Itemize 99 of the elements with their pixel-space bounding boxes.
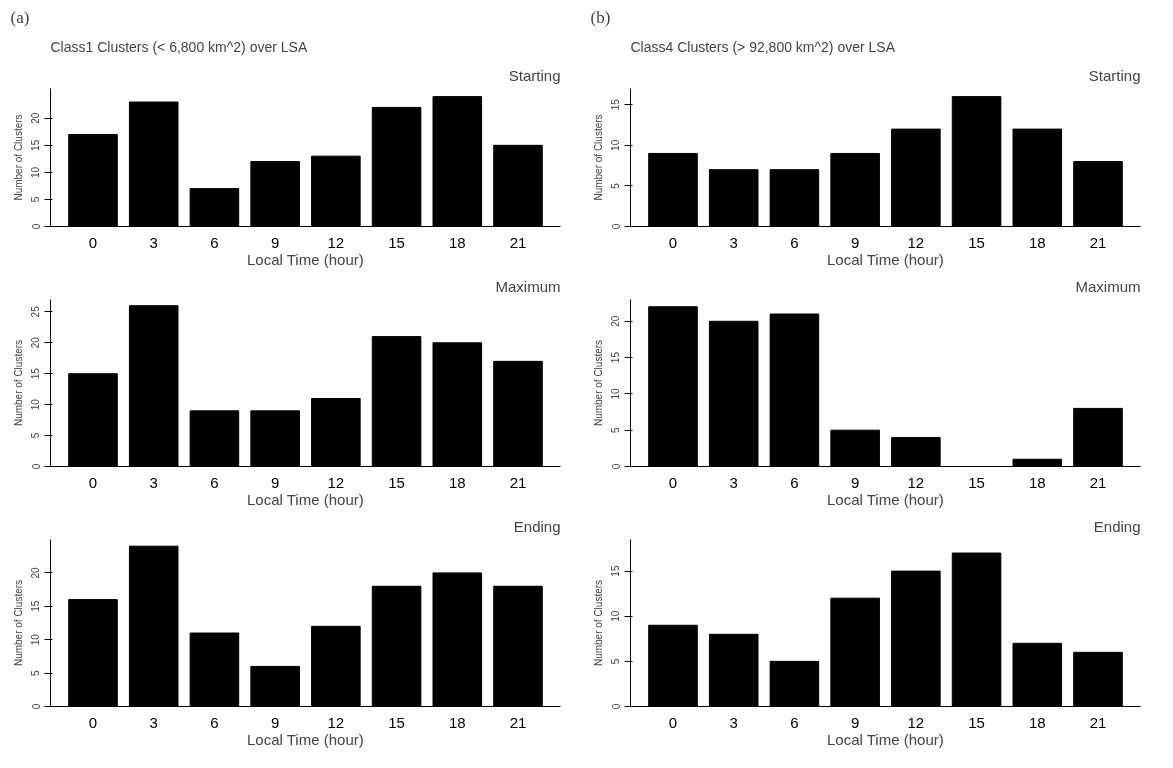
y-tick-label: 20 [30, 336, 42, 349]
x-tick-label: 0 [88, 233, 98, 251]
x-tick-label: 21 [509, 233, 527, 251]
y-tick-label: 15 [610, 565, 622, 577]
y-axis-title: Number of Clusters [12, 339, 24, 427]
chart-subtitle: Class1 Clusters (< 6,800 km^2) over LSA [50, 38, 308, 55]
x-tick-label: 6 [210, 233, 219, 251]
x-tick-label: 15 [968, 713, 985, 731]
y-tick-label: 20 [610, 315, 622, 327]
y-tick-label: 5 [30, 196, 42, 203]
x-tick-label: 15 [388, 713, 405, 731]
x-tick-label: 12 [907, 713, 925, 731]
x-tick-label: 21 [509, 713, 527, 731]
y-tick-label: 5 [30, 432, 42, 439]
y-tick-label: 5 [610, 182, 622, 189]
y-axis-title: Number of Clusters [592, 339, 604, 427]
y-tick-label: 15 [30, 600, 42, 612]
x-axis-title: Local Time (hour) [827, 490, 944, 508]
x-tick-label: 15 [968, 473, 985, 491]
x-tick-label: 15 [388, 473, 405, 491]
x-tick-label: 3 [149, 233, 158, 251]
x-tick-label: 15 [968, 233, 985, 251]
y-axis-title: Number of Clusters [592, 579, 604, 667]
chart-title: (a) [10, 7, 30, 27]
y-tick-label: 0 [30, 463, 42, 470]
text: Starting [508, 66, 561, 84]
x-tick-label: 3 [729, 713, 738, 731]
text: Maximum [1075, 277, 1141, 295]
chart-title: (b) [590, 7, 611, 27]
y-tick-label: 15 [610, 351, 622, 364]
x-axis-title: Local Time (hour) [247, 490, 364, 508]
y-tick-label: 0 [610, 223, 622, 230]
x-tick-label: 12 [327, 473, 345, 491]
x-tick-label: 0 [668, 233, 678, 251]
x-tick-label: 3 [149, 713, 158, 731]
x-tick-label: 18 [1028, 713, 1046, 731]
y-tick-label: 20 [30, 112, 42, 124]
x-tick-label: 0 [668, 473, 678, 491]
x-axis-title: Local Time (hour) [247, 730, 364, 748]
y-tick-label: 0 [610, 703, 622, 710]
y-tick-label: 5 [610, 426, 622, 433]
x-tick-label: 9 [270, 713, 280, 731]
x-tick-label: 12 [327, 233, 345, 251]
y-tick-label: 10 [610, 610, 622, 622]
x-tick-label: 6 [790, 713, 799, 731]
y-axis-title: Number of Clusters [592, 114, 604, 201]
x-tick-label: 9 [850, 713, 860, 731]
y-tick-label: 5 [610, 658, 622, 665]
x-tick-label: 12 [907, 233, 925, 251]
x-tick-label: 18 [1028, 233, 1046, 251]
x-tick-label: 18 [448, 713, 466, 731]
y-tick-label: 10 [30, 633, 42, 646]
y-tick-label: 15 [30, 367, 42, 380]
x-tick-label: 6 [790, 473, 799, 491]
x-tick-label: 12 [327, 713, 345, 731]
y-tick-label: 10 [30, 166, 42, 178]
x-tick-label: 9 [270, 233, 280, 251]
y-tick-label: 25 [30, 305, 42, 318]
x-tick-label: 6 [210, 473, 219, 491]
x-tick-label: 18 [448, 473, 466, 491]
y-tick-label: 10 [30, 398, 42, 411]
x-axis-title: Local Time (hour) [827, 730, 944, 748]
x-axis-title: Local Time (hour) [827, 250, 944, 268]
x-tick-label: 12 [907, 473, 925, 491]
y-tick-label: 10 [610, 139, 622, 151]
y-axis-title: Number of Clusters [12, 579, 24, 667]
text: Ending [513, 517, 561, 535]
x-tick-label: 3 [729, 473, 738, 491]
x-tick-label: 0 [88, 713, 98, 731]
x-axis-title: Local Time (hour) [247, 250, 364, 268]
chart-subtitle: Class4 Clusters (> 92,800 km^2) over LSA [630, 38, 896, 55]
y-tick-label: 0 [30, 223, 42, 230]
y-axis-title: Number of Clusters [12, 114, 24, 201]
x-tick-label: 18 [448, 233, 466, 251]
text: Ending [1093, 517, 1141, 535]
y-tick-label: 20 [30, 566, 42, 579]
x-tick-label: 21 [1089, 233, 1107, 251]
x-tick-label: 21 [1089, 713, 1107, 731]
x-tick-label: 9 [270, 473, 280, 491]
y-tick-label: 0 [30, 703, 42, 710]
y-tick-label: 0 [610, 463, 622, 470]
x-tick-label: 0 [668, 713, 678, 731]
x-tick-label: 21 [1089, 473, 1107, 491]
x-tick-label: 0 [88, 473, 98, 491]
x-tick-label: 9 [850, 473, 860, 491]
x-tick-label: 18 [1028, 473, 1046, 491]
x-tick-label: 9 [850, 233, 860, 251]
y-tick-label: 15 [30, 139, 42, 151]
x-tick-label: 21 [509, 473, 527, 491]
text: Starting [1088, 66, 1141, 84]
x-tick-label: 15 [388, 233, 405, 251]
y-tick-label: 10 [610, 387, 622, 400]
y-tick-label: 5 [30, 669, 42, 676]
x-tick-label: 6 [210, 713, 219, 731]
y-tick-label: 15 [610, 98, 622, 111]
x-tick-label: 3 [729, 233, 738, 251]
x-tick-label: 3 [149, 473, 158, 491]
text: Maximum [495, 277, 561, 295]
x-tick-label: 6 [790, 233, 799, 251]
